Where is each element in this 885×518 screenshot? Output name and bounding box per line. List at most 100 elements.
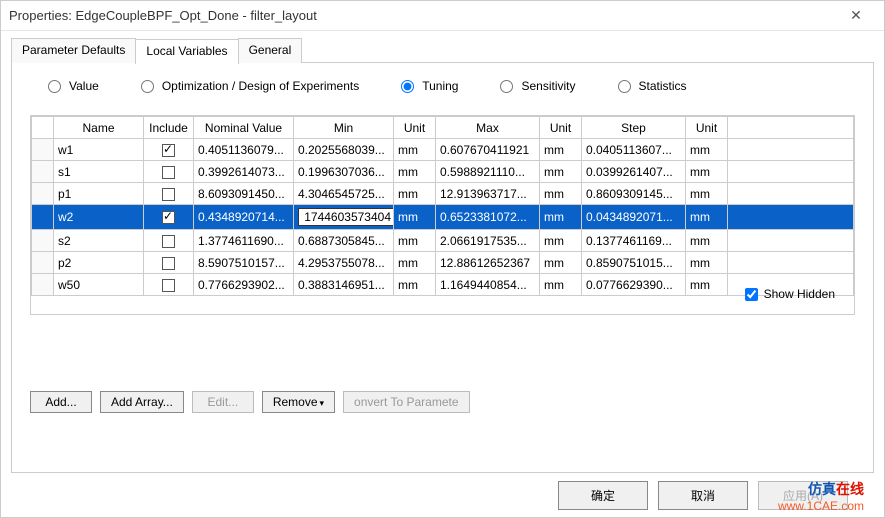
table-row[interactable]: p28.5907510157...4.2953755078...mm12.886… xyxy=(32,252,854,274)
include-checkbox[interactable] xyxy=(162,144,175,157)
ok-button[interactable]: 确定 xyxy=(558,481,648,510)
min-edit-input[interactable]: 1744603573404 xyxy=(298,208,394,226)
cell-max[interactable]: 12.913963717... xyxy=(436,183,540,205)
row-handle[interactable] xyxy=(32,205,54,230)
radio-sensitivity[interactable]: Sensitivity xyxy=(500,79,575,93)
tab-general[interactable]: General xyxy=(238,38,303,63)
col-step[interactable]: Step xyxy=(582,117,686,139)
radio-optimization[interactable]: Optimization / Design of Experiments xyxy=(141,79,359,93)
cell-max[interactable]: 0.6523381072... xyxy=(436,205,540,230)
cell-unit-min[interactable]: mm xyxy=(394,252,436,274)
include-checkbox[interactable] xyxy=(162,257,175,270)
cell-include[interactable] xyxy=(144,183,194,205)
col-nominal[interactable]: Nominal Value xyxy=(194,117,294,139)
cell-unit-max[interactable]: mm xyxy=(540,139,582,161)
cell-unit-max[interactable]: mm xyxy=(540,183,582,205)
row-handle[interactable] xyxy=(32,139,54,161)
table-row[interactable]: s10.3992614073...0.1996307036...mm0.5988… xyxy=(32,161,854,183)
cell-max[interactable]: 0.5988921110... xyxy=(436,161,540,183)
edit-button[interactable]: Edit... xyxy=(192,391,254,413)
remove-button[interactable]: Remove xyxy=(262,391,335,413)
cancel-button[interactable]: 取消 xyxy=(658,481,748,510)
include-checkbox[interactable] xyxy=(162,188,175,201)
cell-name[interactable]: s2 xyxy=(54,230,144,252)
row-handle[interactable] xyxy=(32,161,54,183)
table-row[interactable]: w10.4051136079...0.2025568039...mm0.6076… xyxy=(32,139,854,161)
col-name[interactable]: Name xyxy=(54,117,144,139)
col-min[interactable]: Min xyxy=(294,117,394,139)
cell-min[interactable]: 0.3883146951... xyxy=(294,274,394,296)
radio-value-input[interactable] xyxy=(48,80,61,93)
cell-min[interactable]: 4.3046545725... xyxy=(294,183,394,205)
cell-include[interactable] xyxy=(144,274,194,296)
cell-max[interactable]: 0.607670411921 xyxy=(436,139,540,161)
cell-unit-max[interactable]: mm xyxy=(540,205,582,230)
cell-unit-max[interactable]: mm xyxy=(540,161,582,183)
cell-step[interactable]: 0.8609309145... xyxy=(582,183,686,205)
cell-min[interactable]: 0.2025568039... xyxy=(294,139,394,161)
cell-min[interactable]: 4.2953755078... xyxy=(294,252,394,274)
add-array-button[interactable]: Add Array... xyxy=(100,391,184,413)
col-handle[interactable] xyxy=(32,117,54,139)
cell-include[interactable] xyxy=(144,230,194,252)
include-checkbox[interactable] xyxy=(162,235,175,248)
radio-statistics-input[interactable] xyxy=(618,80,631,93)
cell-step[interactable]: 0.0405113607... xyxy=(582,139,686,161)
radio-sensitivity-input[interactable] xyxy=(500,80,513,93)
cell-step[interactable]: 0.8590751015... xyxy=(582,252,686,274)
cell-unit-max[interactable]: mm xyxy=(540,274,582,296)
table-row[interactable]: p18.6093091450...4.3046545725...mm12.913… xyxy=(32,183,854,205)
cell-unit-step[interactable]: mm xyxy=(686,205,728,230)
cell-include[interactable] xyxy=(144,205,194,230)
cell-unit-step[interactable]: mm xyxy=(686,274,728,296)
cell-unit-step[interactable]: mm xyxy=(686,183,728,205)
cell-name[interactable]: w50 xyxy=(54,274,144,296)
cell-unit-max[interactable]: mm xyxy=(540,230,582,252)
close-icon[interactable]: ✕ xyxy=(836,7,876,24)
cell-include[interactable] xyxy=(144,161,194,183)
cell-name[interactable]: s1 xyxy=(54,161,144,183)
col-unit-min[interactable]: Unit xyxy=(394,117,436,139)
cell-unit-min[interactable]: mm xyxy=(394,274,436,296)
cell-nominal[interactable]: 1.3774611690... xyxy=(194,230,294,252)
cell-nominal[interactable]: 8.6093091450... xyxy=(194,183,294,205)
show-hidden-group[interactable]: Show Hidden xyxy=(745,287,835,301)
cell-step[interactable]: 0.0399261407... xyxy=(582,161,686,183)
cell-step[interactable]: 0.0434892071... xyxy=(582,205,686,230)
cell-step[interactable]: 0.1377461169... xyxy=(582,230,686,252)
include-checkbox[interactable] xyxy=(162,279,175,292)
cell-unit-min[interactable]: mm xyxy=(394,161,436,183)
radio-optimization-input[interactable] xyxy=(141,80,154,93)
cell-name[interactable]: w1 xyxy=(54,139,144,161)
include-checkbox[interactable] xyxy=(162,166,175,179)
cell-max[interactable]: 12.88612652367 xyxy=(436,252,540,274)
convert-button[interactable]: onvert To Paramete xyxy=(343,391,470,413)
cell-min[interactable]: 1744603573404 xyxy=(294,205,394,230)
cell-unit-min[interactable]: mm xyxy=(394,183,436,205)
cell-nominal[interactable]: 0.4348920714... xyxy=(194,205,294,230)
row-handle[interactable] xyxy=(32,183,54,205)
cell-unit-min[interactable]: mm xyxy=(394,139,436,161)
table-row[interactable]: s21.3774611690...0.6887305845...mm2.0661… xyxy=(32,230,854,252)
col-max[interactable]: Max xyxy=(436,117,540,139)
add-button[interactable]: Add... xyxy=(30,391,92,413)
cell-nominal[interactable]: 8.5907510157... xyxy=(194,252,294,274)
radio-value[interactable]: Value xyxy=(48,79,99,93)
cell-max[interactable]: 1.1649440854... xyxy=(436,274,540,296)
include-checkbox[interactable] xyxy=(162,211,175,224)
col-unit-step[interactable]: Unit xyxy=(686,117,728,139)
tab-local-variables[interactable]: Local Variables xyxy=(135,39,238,64)
show-hidden-checkbox[interactable] xyxy=(745,288,758,301)
row-handle[interactable] xyxy=(32,230,54,252)
radio-tuning[interactable]: Tuning xyxy=(401,79,458,93)
cell-unit-max[interactable]: mm xyxy=(540,252,582,274)
cell-unit-step[interactable]: mm xyxy=(686,161,728,183)
row-handle[interactable] xyxy=(32,252,54,274)
cell-min[interactable]: 0.1996307036... xyxy=(294,161,394,183)
cell-nominal[interactable]: 0.7766293902... xyxy=(194,274,294,296)
cell-include[interactable] xyxy=(144,139,194,161)
radio-tuning-input[interactable] xyxy=(401,80,414,93)
cell-name[interactable]: w2 xyxy=(54,205,144,230)
variables-table[interactable]: Name Include Nominal Value Min Unit Max … xyxy=(31,116,854,296)
cell-include[interactable] xyxy=(144,252,194,274)
